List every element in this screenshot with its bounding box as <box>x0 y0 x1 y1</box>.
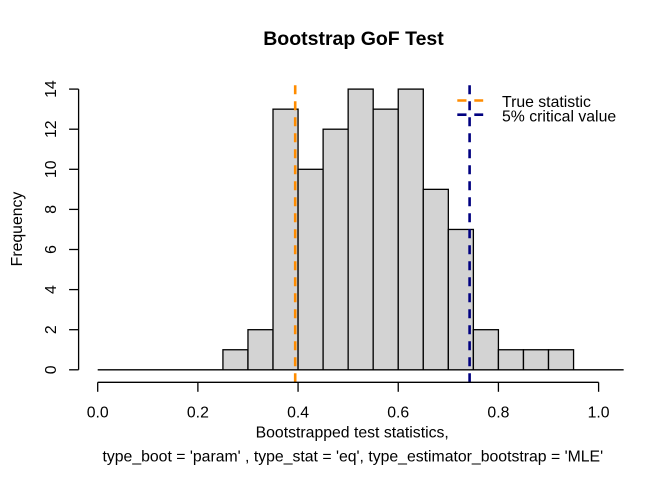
svg-text:0.4: 0.4 <box>287 404 309 421</box>
svg-text:12: 12 <box>43 120 60 138</box>
svg-text:1.0: 1.0 <box>588 404 610 421</box>
svg-text:0: 0 <box>43 365 60 374</box>
svg-text:True statistic: True statistic <box>502 94 591 111</box>
svg-text:8: 8 <box>43 205 60 214</box>
svg-text:0.2: 0.2 <box>187 404 209 421</box>
svg-text:0.6: 0.6 <box>387 404 409 421</box>
svg-text:14: 14 <box>43 80 60 98</box>
svg-text:Bootstrapped test statistics,: Bootstrapped test statistics, <box>256 424 449 441</box>
svg-text:6: 6 <box>43 245 60 254</box>
svg-text:10: 10 <box>43 160 60 178</box>
svg-text:5% critical value: 5% critical value <box>502 108 616 125</box>
svg-text:4: 4 <box>43 285 60 294</box>
svg-text:0.8: 0.8 <box>487 404 509 421</box>
svg-text:Frequency: Frequency <box>9 192 26 267</box>
svg-text:0.0: 0.0 <box>87 404 109 421</box>
svg-text:Bootstrap GoF Test: Bootstrap GoF Test <box>263 28 444 50</box>
svg-text:2: 2 <box>43 325 60 334</box>
svg-text:type_boot = 'param' , type_sta: type_boot = 'param' , type_stat = 'eq', … <box>102 449 603 466</box>
